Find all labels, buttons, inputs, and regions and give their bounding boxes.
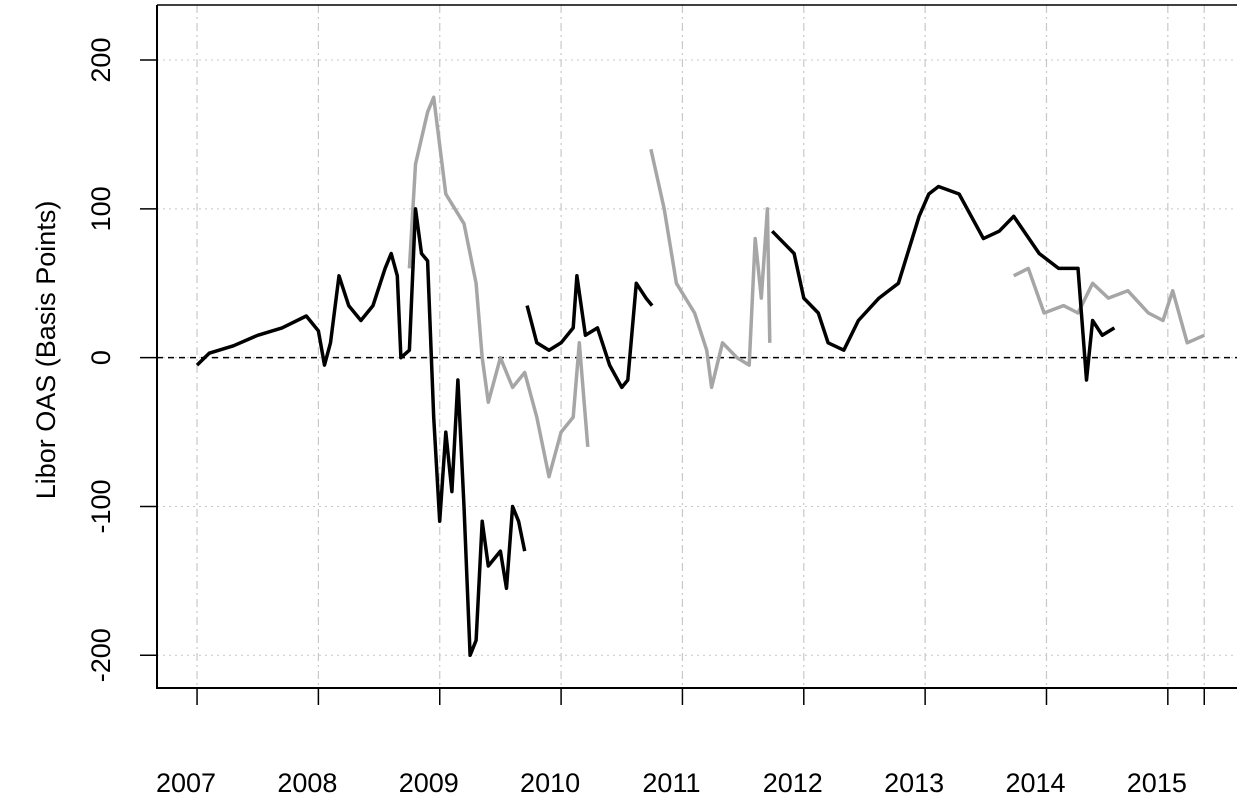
series-line [1012,266,1205,345]
x-tick-label: 2013 [884,768,944,798]
series-line [649,148,772,390]
x-tick-label: 2010 [520,768,580,798]
y-tick-label: 0 [86,350,116,365]
y-axis-label: Libor OAS (Basis Points) [31,201,61,500]
y-tick-label: 100 [86,186,116,231]
x-tick-label: 2009 [399,768,459,798]
x-tick-label: 2011 [642,768,700,798]
x-tick-label: 2007 [156,768,216,798]
series-line [407,95,590,479]
series-line [525,274,654,390]
plot-frame [156,5,1237,689]
x-tick-label: 2014 [1005,768,1065,798]
series-line [195,207,527,658]
y-tick-label: -100 [86,479,116,533]
x-tick-label: 2012 [763,768,823,798]
y-tick-label: -200 [86,628,116,682]
series-line [770,184,1116,382]
y-tick-label: 200 [86,38,116,83]
x-tick-label: 2008 [277,768,337,798]
x-tick-label: 2015 [1127,768,1187,798]
